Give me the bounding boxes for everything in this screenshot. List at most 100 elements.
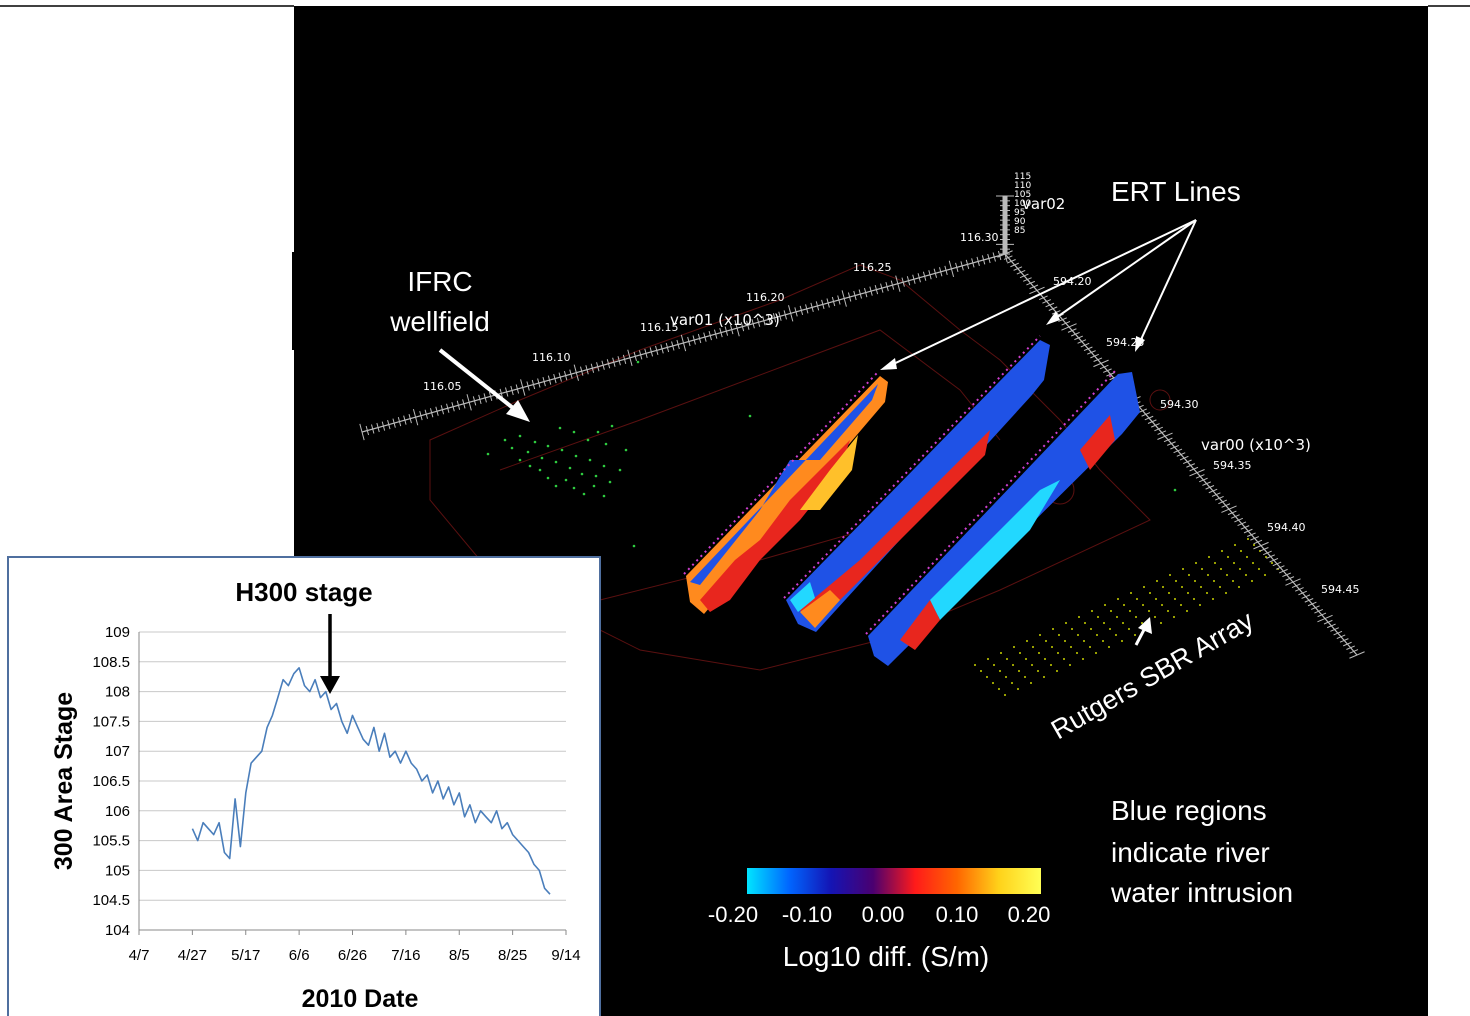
axis-minor-tick (751, 319, 755, 329)
sbr-dot (986, 676, 988, 678)
chart-x-label: 2010 Date (302, 985, 419, 1013)
sbr-dot (1019, 652, 1021, 654)
well-dot (546, 444, 550, 448)
blue-regions-line1: Blue regions (1111, 795, 1267, 826)
axis-minor-tick (767, 314, 771, 324)
axis-minor-tick (1141, 412, 1151, 417)
ert-arrowhead-1 (880, 358, 897, 370)
sbr-dot (1017, 688, 1019, 690)
sbr-dot (1258, 568, 1260, 570)
axis-minor-tick (1269, 557, 1279, 563)
axis-minor-tick (1048, 306, 1058, 311)
sbr-dot (1103, 622, 1105, 624)
ert-slab-2-red (800, 430, 990, 625)
axis-minor-tick (687, 336, 691, 347)
axis-minor-tick (1218, 499, 1227, 505)
sbr-dot (1000, 652, 1002, 654)
axis-minor-tick (1103, 368, 1112, 373)
axis-minor-tick (1298, 590, 1307, 596)
axis-minor-tick (1087, 350, 1096, 355)
well-dot (1173, 488, 1177, 492)
well-dot (518, 458, 522, 462)
ert-lines-label: ERT Lines (1111, 176, 1241, 207)
axis-minor-tick (1301, 594, 1311, 599)
well-dot (528, 464, 532, 468)
axis-minor-tick (520, 379, 526, 396)
axis-minor-tick (939, 267, 943, 277)
axis-minor-tick (869, 286, 873, 296)
axis-minor-tick (1151, 423, 1160, 428)
ert-arrowhead-2 (1046, 311, 1060, 325)
sbr-dot (1057, 652, 1059, 654)
axis-minor-tick (885, 282, 889, 292)
well-dot (624, 448, 628, 452)
axis-minor-tick (1013, 266, 1023, 271)
sbr-dot (1012, 664, 1014, 666)
sbr-dot (1264, 574, 1266, 576)
axis-minor-tick (1208, 488, 1218, 494)
axis-minor-tick (1067, 328, 1077, 333)
axis-minor-tick (504, 387, 509, 397)
sbr-dot (992, 682, 994, 684)
axis-minor-tick (708, 330, 712, 341)
sbr-dot (1271, 562, 1273, 564)
axis-minor-tick (1333, 630, 1343, 636)
axis-minor-tick (703, 332, 707, 342)
sbr-dot (1129, 610, 1131, 612)
axis-var00-tick-3: 594.35 (1213, 459, 1252, 472)
sbr-dot (1199, 604, 1201, 606)
sbr-dot (1091, 610, 1093, 612)
axis-minor-tick (483, 393, 487, 403)
axis-minor-tick (1317, 612, 1327, 618)
axis-minor-tick (676, 339, 680, 350)
y-tick-label: 108.5 (92, 654, 130, 671)
axis-minor-tick (1093, 359, 1109, 368)
sbr-dot (1143, 586, 1145, 588)
sbr-dot (1039, 634, 1041, 636)
axis-minor-tick (912, 274, 916, 284)
axis-var02: 115 110 105 100 95 90 85 var02 (996, 172, 1065, 255)
sbr-dot (1130, 592, 1132, 594)
axis-minor-tick (1154, 426, 1163, 432)
axis-var02-tick-6: 85 (1014, 226, 1025, 236)
axis-minor-tick (1205, 485, 1215, 490)
well-dot (510, 446, 514, 450)
axis-minor-tick (847, 292, 852, 302)
axis-minor-tick (403, 415, 407, 425)
axis-minor-tick (1029, 286, 1045, 295)
axis-minor-tick (1170, 444, 1179, 450)
axis-minor-tick (376, 422, 380, 433)
sbr-dot (1031, 664, 1033, 666)
stage-chart: 109 108.5 108 107.5 107 106.5 106 105.5 105 104.5… (7, 556, 601, 1016)
axis-minor-tick (1250, 536, 1259, 541)
sbr-dot (1084, 622, 1086, 624)
axis-minor-tick (680, 334, 687, 352)
axis-minor-tick (446, 403, 450, 413)
sbr-dot (1051, 646, 1053, 648)
axis-minor-tick (1019, 273, 1029, 279)
axis-minor-tick (580, 366, 584, 376)
axis-minor-tick (1042, 299, 1051, 304)
well-dot (518, 434, 522, 438)
rutgers-arrow (1134, 617, 1152, 646)
sbr-dot (1043, 676, 1045, 678)
sbr-dot (1050, 664, 1052, 666)
sbr-dot (1045, 640, 1047, 642)
well-dot (568, 466, 572, 470)
axis-minor-tick (971, 258, 975, 268)
axis-minor-tick (810, 302, 814, 313)
axis-var02-label: var02 (1022, 195, 1065, 213)
axis-minor-tick (1189, 469, 1205, 477)
axis-minor-tick (805, 304, 809, 314)
axis-var00-tick-0: 594.20 (1053, 275, 1092, 288)
sbr-dot (1128, 628, 1130, 630)
ert-arrows (880, 219, 1197, 370)
sbr-dot (1221, 550, 1223, 552)
sbr-dot (1083, 640, 1085, 642)
sbr-dot (1011, 682, 1013, 684)
axis-minor-tick (1339, 638, 1349, 643)
axis-minor-tick (1058, 317, 1067, 322)
axis-minor-tick (890, 280, 895, 290)
axis-minor-tick (462, 399, 466, 409)
